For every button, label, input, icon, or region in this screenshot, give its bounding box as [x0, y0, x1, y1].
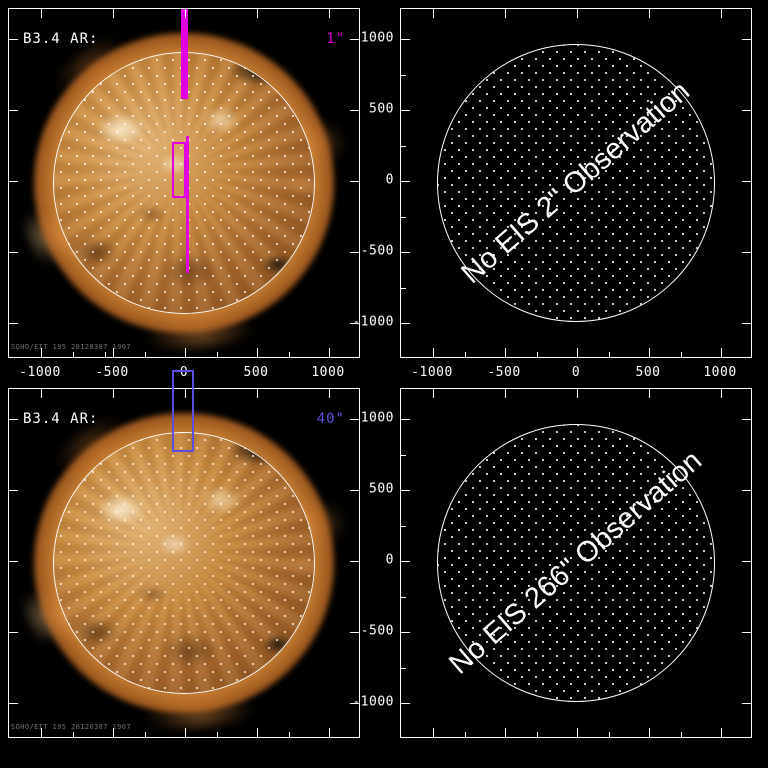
ytick-label-1000: 1000	[360, 30, 394, 46]
field-of-view-box	[172, 142, 186, 198]
solar-limb	[53, 432, 315, 694]
panel-bottom-left-badge: 40"	[316, 411, 345, 427]
xtick-label-n500: -500	[487, 365, 521, 380]
ytick-label-n1000: -1000	[352, 694, 394, 710]
ytick-label-0: 0	[385, 172, 394, 188]
panel-bottom-left-frame: B3.4 AR: 40" SOHO/EIT 195 20120307 1907	[8, 388, 360, 738]
heliographic-grid	[438, 425, 714, 701]
raster-bar-overlay	[181, 9, 188, 99]
xtick-label-1000: 1000	[703, 365, 737, 380]
panel-bottom-left-label: B3.4 AR:	[23, 411, 99, 427]
panel-top-right: No EIS 2" Observation	[400, 8, 752, 358]
ytick-label-n1000: -1000	[352, 314, 394, 330]
field-of-view-box	[172, 370, 194, 452]
ytick-label-500: 500	[369, 101, 394, 117]
solar-grid-globe	[437, 424, 715, 702]
panel-top-left-badge: 1"	[326, 31, 345, 47]
panel-top-right-frame: No EIS 2" Observation	[400, 8, 752, 358]
xtick-label-500: 500	[635, 365, 661, 380]
ytick-label-n500: -500	[360, 623, 394, 639]
ytick-label-1000: 1000	[360, 410, 394, 426]
panel-top-left-caption: SOHO/EIT 195 20120307 1907	[11, 343, 131, 351]
panel-top-left-frame: B3.4 AR: 1" SOHO/EIT 195 20120307 1907	[8, 8, 360, 358]
xtick-label-0: 0	[179, 365, 189, 380]
solar-grid-globe	[437, 44, 715, 322]
xtick-label-n1000: -1000	[19, 365, 61, 380]
solar-disk	[53, 432, 315, 694]
panel-top-left-label: B3.4 AR:	[23, 31, 99, 47]
ytick-label-0: 0	[385, 552, 394, 568]
xtick-label-500: 500	[243, 365, 269, 380]
heliographic-grid	[438, 45, 714, 321]
ytick-label-500: 500	[369, 481, 394, 497]
xtick-label-0: 0	[571, 365, 581, 380]
xtick-label-n500: -500	[95, 365, 129, 380]
panel-bottom-left-caption: SOHO/EIT 195 20120307 1907	[11, 723, 131, 731]
panel-bottom-right-frame: No EIS 266" Observation	[400, 388, 752, 738]
panel-bottom-right: No EIS 266" Observation	[400, 388, 752, 738]
slit-line-overlay	[186, 136, 189, 273]
panel-top-left: B3.4 AR: 1" SOHO/EIT 195 20120307 1907	[8, 8, 360, 358]
ytick-label-n500: -500	[360, 243, 394, 259]
xtick-label-1000: 1000	[311, 365, 345, 380]
xtick-label-n1000: -1000	[411, 365, 453, 380]
panel-bottom-left: B3.4 AR: 40" SOHO/EIT 195 20120307 1907	[8, 370, 360, 738]
